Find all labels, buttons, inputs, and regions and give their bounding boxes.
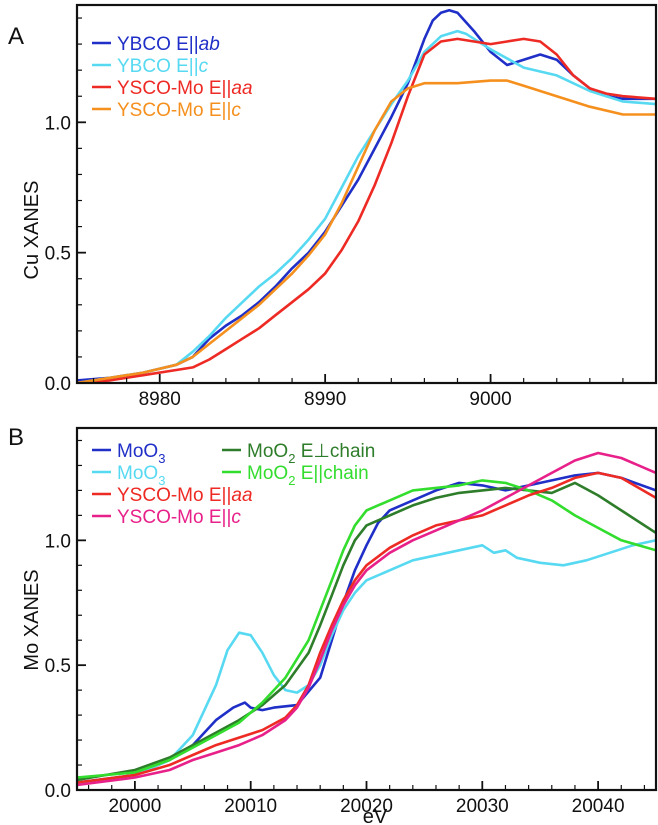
legend-entry: MoO2 E⊥chain	[247, 441, 375, 466]
legend-entry: MoO3	[117, 441, 165, 466]
legend-entry: YSCO-Mo E||aa	[117, 485, 253, 506]
legend-entry: YBCO E||c	[117, 56, 209, 77]
series-lines	[77, 451, 656, 787]
y-axis-label: Cu XANES	[21, 181, 43, 280]
series-line-1	[77, 471, 656, 784]
series-line-2	[77, 29, 656, 383]
x-tick-label: 20000	[108, 796, 161, 817]
legend-entry: YSCO-Mo E||c	[117, 507, 241, 528]
x-tick-label: 20020	[340, 796, 393, 817]
series-line-1	[77, 8, 656, 382]
y-tick-label: 0.5	[45, 656, 71, 677]
x-tick-label: 20010	[224, 796, 277, 817]
series-line-5	[77, 471, 656, 784]
series-line-3	[77, 481, 656, 782]
x-tick-label: 8980	[139, 389, 181, 410]
legend-entry: YBCO E||ab	[117, 34, 220, 55]
x-tick-label: 20040	[572, 796, 625, 817]
series-line-6	[77, 451, 656, 787]
panel-label: A	[8, 23, 24, 50]
panel-b: B 0.0 0.5 1.0 20000 20010 20020 20030 20040 Mo XA…	[8, 424, 658, 825]
y-tick-label: 1.0	[45, 531, 71, 552]
legend-entry: MoO3	[117, 463, 165, 488]
series-lines	[77, 8, 656, 383]
series-line-4	[77, 479, 656, 779]
panel-a: A 0.0 0.5 1.0 8980 8990 9000 Cu XANES YBCO E||ab…	[8, 3, 658, 410]
x-tick-label: 9000	[469, 389, 511, 410]
y-axis-label: Mo XANES	[21, 569, 43, 670]
x-axis-label: eV	[363, 806, 388, 825]
plot-frame	[75, 3, 658, 385]
series-line-4	[77, 79, 656, 383]
series-line-3	[77, 37, 656, 383]
legend-entry: YSCO-Mo E||aa	[117, 78, 253, 99]
legend-entry: YSCO-Mo E||c	[117, 100, 241, 121]
legend-entry: MoO2 E||chain	[247, 463, 369, 488]
series-line-2	[77, 539, 656, 787]
y-tick-label: 0.0	[45, 374, 71, 395]
y-tick-label: 0.0	[45, 781, 71, 802]
y-tick-label: 1.0	[45, 113, 71, 134]
x-tick-label: 20030	[456, 796, 509, 817]
panel-label: B	[8, 424, 24, 451]
x-tick-label: 8990	[304, 389, 346, 410]
y-tick-label: 0.5	[45, 244, 71, 265]
